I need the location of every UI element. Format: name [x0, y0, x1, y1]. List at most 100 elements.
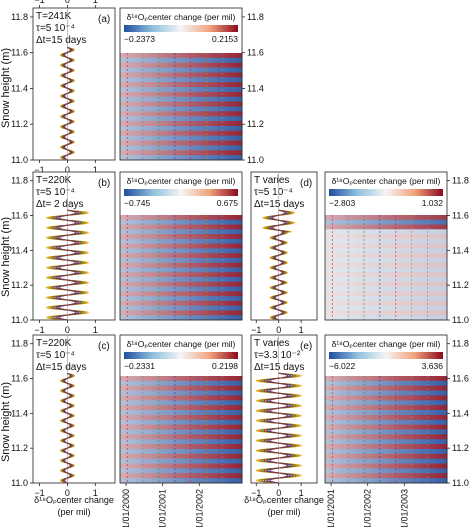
heatmap-cell: [213, 305, 218, 311]
heatmap-cell: [410, 410, 415, 416]
heatmap-cell: [176, 439, 182, 445]
heatmap-cell: [197, 405, 202, 411]
heatmap-cell: [148, 72, 153, 78]
heatmap-cell: [422, 453, 428, 460]
heatmap-cell: [345, 253, 350, 259]
heatmap-cell: [418, 410, 423, 416]
heatmap-cell: [124, 277, 129, 283]
heatmap-cell: [209, 140, 214, 146]
heatmap-cell: [237, 478, 243, 484]
heatmap-cell: [124, 390, 129, 396]
heatmap-cell: [229, 315, 235, 321]
heatmap-cell: [394, 267, 399, 273]
heatmap-cell: [402, 291, 407, 297]
heatmap-cell: [148, 310, 153, 316]
heatmap-cell: [418, 385, 423, 391]
heatmap-cell: [201, 243, 206, 249]
heatmap-cell: [349, 478, 354, 484]
heatmap-cell: [365, 277, 371, 283]
heatmap-cell: [438, 463, 444, 469]
heatmap-cell: [381, 453, 387, 460]
heatmap-cell: [414, 248, 419, 254]
heatmap-cell: [144, 291, 149, 297]
heatmap-cell: [414, 400, 419, 406]
heatmap-cell: [414, 458, 419, 464]
heatmap-cell: [430, 439, 436, 445]
heatmap-cell: [237, 277, 243, 283]
heatmap-cell: [152, 106, 157, 112]
heatmap-cell: [386, 286, 391, 292]
heatmap-cell: [381, 281, 387, 287]
heatmap-cell: [172, 444, 178, 450]
heatmap-cell: [124, 87, 129, 93]
heatmap-cell: [398, 463, 403, 469]
heatmap-cell: [418, 291, 423, 297]
heatmap-cell: [213, 478, 218, 484]
heatmap-cell: [140, 424, 145, 430]
heatmap-cell: [349, 463, 354, 469]
heatmap-cell: [357, 262, 362, 268]
heatmap-cell: [406, 376, 411, 382]
heatmap-cell: [386, 376, 391, 382]
heatmap-cell: [430, 410, 436, 416]
heatmap-cell: [160, 453, 166, 460]
heatmap-cell: [140, 150, 145, 156]
heatmap-cell: [329, 253, 334, 259]
heatmap-cell: [229, 267, 235, 273]
heatmap-cell: [434, 243, 440, 249]
heatmap-cell: [357, 286, 362, 292]
heatmap-cell: [442, 390, 448, 396]
heatmap-cell: [398, 234, 403, 240]
heatmap-cell: [442, 473, 448, 479]
heatmap-cell: [333, 444, 338, 450]
heatmap-cell: [430, 262, 436, 268]
heatmap-cell: [124, 229, 129, 235]
heatmap-cell: [201, 125, 206, 132]
heatmap-cell: [442, 219, 448, 225]
heatmap-cell: [152, 62, 157, 68]
heatmap-cell: [438, 390, 444, 396]
heatmap-cell: [136, 238, 141, 245]
heatmap-cell: [205, 72, 210, 78]
heatmap-cell: [369, 243, 375, 249]
heatmap-cell: [414, 390, 419, 396]
heatmap-cell: [172, 219, 178, 225]
heatmap-cell: [394, 395, 399, 401]
heatmap-cell: [349, 300, 354, 307]
heatmap-cell: [325, 300, 330, 307]
heatmap-cell: [185, 224, 190, 230]
heatmap-cell: [144, 229, 149, 235]
heatmap-cell: [193, 267, 198, 273]
heatmap-cell: [144, 257, 149, 264]
heatmap-cell: [176, 135, 182, 141]
heatmap-cell: [144, 286, 149, 292]
heatmap-cell: [144, 434, 149, 440]
heatmap-cell: [144, 310, 149, 316]
heatmap-cell: [377, 463, 383, 469]
heatmap-cell: [221, 248, 227, 254]
heatmap-cell: [369, 410, 375, 416]
heatmap-cell: [120, 458, 125, 464]
heatmap-cell: [406, 291, 411, 297]
panel-a-param-2: Δt=15 days: [36, 35, 86, 46]
heatmap-cell: [414, 410, 419, 416]
heatmap-cell: [140, 395, 145, 401]
xtick-label: 1: [93, 325, 98, 335]
heatmap-cell: [422, 262, 428, 268]
heatmap-cell: [160, 248, 166, 254]
heatmap-cell: [345, 478, 350, 484]
heatmap-cell: [337, 310, 342, 316]
heatmap-cell: [172, 310, 178, 316]
heatmap-cell: [430, 385, 436, 391]
heatmap-cell: [221, 155, 227, 161]
heatmap-cell: [205, 234, 210, 240]
heatmap-cell: [213, 315, 218, 321]
heatmap-cell: [398, 229, 403, 235]
heatmap-cell: [381, 468, 387, 474]
panel-e-right-yticks: 11.011.211.411.611.8: [447, 339, 469, 488]
heatmap-cell: [237, 400, 243, 406]
heatmap-cell: [325, 262, 330, 268]
heatmap-cell: [229, 385, 235, 391]
heatmap-cell: [233, 434, 239, 440]
heatmap-cell: [213, 463, 218, 469]
